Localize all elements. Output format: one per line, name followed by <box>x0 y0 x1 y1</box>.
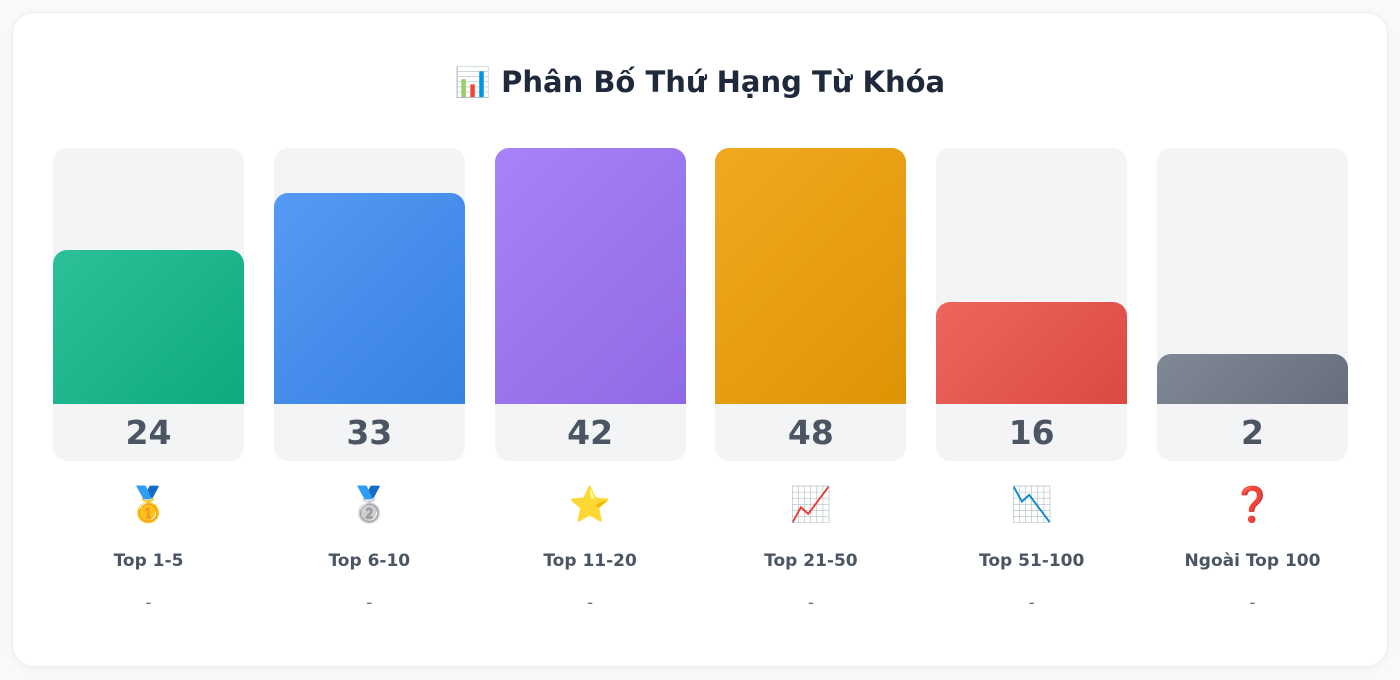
icon: 🥇 <box>127 485 170 525</box>
bar <box>1157 354 1348 404</box>
bar-track: 42 <box>494 148 686 461</box>
bar <box>936 301 1128 404</box>
value-label: 42 <box>567 413 614 452</box>
value-label: 2 <box>1241 413 1264 452</box>
category-label: Top 11-20 <box>543 551 637 571</box>
bar-area <box>715 148 907 404</box>
bar-area <box>273 148 465 404</box>
bar-area <box>1157 148 1348 404</box>
bar <box>494 148 686 404</box>
bar-track: 16 <box>936 148 1128 461</box>
category-label: Ngoài Top 100 <box>1184 551 1321 571</box>
bar-area <box>494 148 686 404</box>
note: - <box>366 593 373 613</box>
bar-track: 33 <box>273 148 465 461</box>
bar-area <box>53 148 244 404</box>
chart-title: 📊 Phân Bố Thứ Hạng Từ Khóa <box>454 65 946 99</box>
icon: ❓ <box>1231 485 1274 525</box>
bar <box>715 148 907 404</box>
bar-track: 24 <box>53 148 244 461</box>
note: - <box>145 593 152 613</box>
category-label: Top 6-10 <box>328 551 411 571</box>
bar-track: 2 <box>1157 148 1348 461</box>
note: - <box>1028 593 1035 613</box>
bar <box>273 192 465 404</box>
value-label: 16 <box>1008 413 1055 452</box>
note: - <box>587 593 594 613</box>
note: - <box>1249 593 1256 613</box>
bar-area <box>936 148 1128 404</box>
value-label: 33 <box>346 413 393 452</box>
note: - <box>807 593 814 613</box>
category-label: Top 1-5 <box>113 551 184 571</box>
value-label: 24 <box>125 413 172 452</box>
icon: 📉 <box>1010 485 1053 525</box>
category-label: Top 51-100 <box>979 551 1085 571</box>
value-label: 48 <box>787 413 834 452</box>
icon: 🥈 <box>348 485 391 525</box>
category-label: Top 21-50 <box>764 551 858 571</box>
card: 📊 Phân Bố Thứ Hạng Từ Khóa 24 🥇 Top 1-5 - 33… <box>12 12 1388 667</box>
bar-track: 48 <box>715 148 907 461</box>
icon: ⭐ <box>568 485 612 525</box>
bar <box>53 250 244 404</box>
icon: 📈 <box>789 485 833 525</box>
